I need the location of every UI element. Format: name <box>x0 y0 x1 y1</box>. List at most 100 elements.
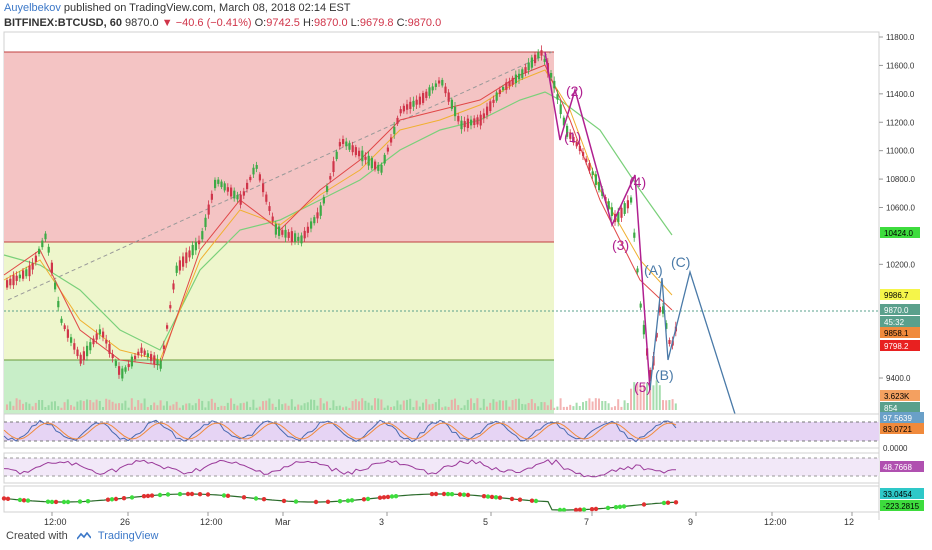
stoch-d-line <box>3 422 677 440</box>
candle-body <box>591 171 594 176</box>
candle-body <box>639 303 642 308</box>
volume-bar <box>278 399 280 410</box>
volume-bar <box>114 403 117 410</box>
candle-body <box>236 194 239 200</box>
macd-dot <box>185 491 191 497</box>
macd-dot <box>345 498 351 503</box>
candle-body <box>185 252 188 264</box>
volume-bar <box>630 388 632 410</box>
candle-body <box>572 136 575 143</box>
price-badge-bg <box>880 327 920 338</box>
indicator-badge-bg <box>880 423 924 434</box>
volume-bar <box>444 406 447 410</box>
macd-dot <box>385 494 391 500</box>
candle-body <box>130 356 133 367</box>
price-ticks: 11800.0 11600.0 11400.0 11200.0 11000.0 10800… <box>879 33 915 383</box>
volume-bar <box>146 407 149 410</box>
candle-body <box>492 99 495 103</box>
volume-bar <box>422 402 424 410</box>
volume-bar <box>86 399 88 410</box>
wave-label-c: (C) <box>671 254 690 270</box>
volume-bar <box>63 402 66 410</box>
volume-bar <box>44 407 47 410</box>
candle-body <box>418 96 421 105</box>
candle-body <box>172 283 175 290</box>
volume-bar <box>412 407 415 410</box>
macd-dot <box>5 496 11 501</box>
volume-bar <box>364 400 367 410</box>
candle-body <box>588 162 591 171</box>
price-badges: 10424.0 9986.7 9870.0 45:32 9858.1 9798.2 3.62… <box>880 227 920 413</box>
symbol-name[interactable]: BITFINEX:BTCUSD, 60 <box>4 17 122 29</box>
time-label: 3 <box>379 517 384 527</box>
volume-bar <box>463 405 466 410</box>
indicator-badge: -223.2815 <box>880 500 924 511</box>
candle-body <box>351 145 354 153</box>
candle-body <box>550 72 553 78</box>
candle-body <box>470 119 473 126</box>
author-link[interactable]: Auyelbekov <box>4 2 61 14</box>
volume-bar <box>6 404 8 410</box>
volume-bar <box>610 407 613 410</box>
candle-body <box>290 231 293 242</box>
volume-bar <box>498 400 501 410</box>
candle-body <box>265 194 268 202</box>
volume-bar <box>316 405 319 410</box>
time-label: Mar <box>275 517 291 527</box>
volume-bar <box>239 403 242 410</box>
volume-bar <box>338 405 341 410</box>
ma-red <box>3 64 673 366</box>
volume-bar <box>457 405 460 410</box>
volume-bar <box>527 402 530 410</box>
macd-dot <box>441 491 447 497</box>
price-badge-bg <box>880 289 920 300</box>
macd-dot <box>157 492 163 498</box>
candle-body <box>358 150 361 157</box>
volume-bar <box>223 406 226 410</box>
volume-bar <box>159 400 162 410</box>
macd-dot <box>621 504 627 509</box>
candle-body <box>402 105 405 112</box>
candle-body <box>348 142 351 150</box>
candle-body <box>332 161 335 173</box>
created-with-text: Created with <box>6 530 68 542</box>
volume-group <box>6 380 677 410</box>
candle-body <box>252 167 255 175</box>
volume-bar <box>454 398 456 410</box>
volume-bar <box>25 402 28 410</box>
macd-dot <box>61 499 67 505</box>
volume-bar <box>399 404 402 410</box>
candle-body <box>495 92 498 101</box>
candle-body <box>98 329 101 335</box>
price-badge: 9858.1 <box>880 327 920 338</box>
macd-pane-frame <box>3 485 880 513</box>
volume-bar <box>274 406 277 410</box>
price-tick-label: 11600.0 <box>886 61 915 70</box>
candles-group <box>6 45 677 382</box>
volume-bar <box>60 407 63 410</box>
volume-bar <box>191 405 194 410</box>
footer: Created with TradingView <box>6 530 158 542</box>
volume-bar <box>130 398 133 410</box>
volume-bar <box>402 400 405 410</box>
candle-body <box>466 118 469 128</box>
volume-bar <box>620 406 623 410</box>
volume-bar <box>479 407 482 410</box>
volume-bar <box>476 398 479 410</box>
volume-bar <box>124 400 127 410</box>
indicator-badge: 48.7668 <box>880 461 924 472</box>
candle-body <box>191 244 194 256</box>
candle-body <box>329 176 332 180</box>
candle-body <box>386 147 389 152</box>
candle-body <box>284 229 287 238</box>
volume-bar <box>425 399 428 410</box>
fib-zone-yellow <box>4 242 554 360</box>
candle-body <box>73 343 76 350</box>
candle-body <box>527 62 530 71</box>
volume-bar <box>38 399 40 410</box>
volume-bar <box>28 403 31 410</box>
chart-canvas[interactable]: (1) (2) (3) (4) (5) (A) (B) (C) 11800.01… <box>0 30 932 530</box>
volume-bar <box>95 399 98 410</box>
candle-body <box>354 147 357 156</box>
tradingview-brand[interactable]: TradingView <box>97 530 159 542</box>
